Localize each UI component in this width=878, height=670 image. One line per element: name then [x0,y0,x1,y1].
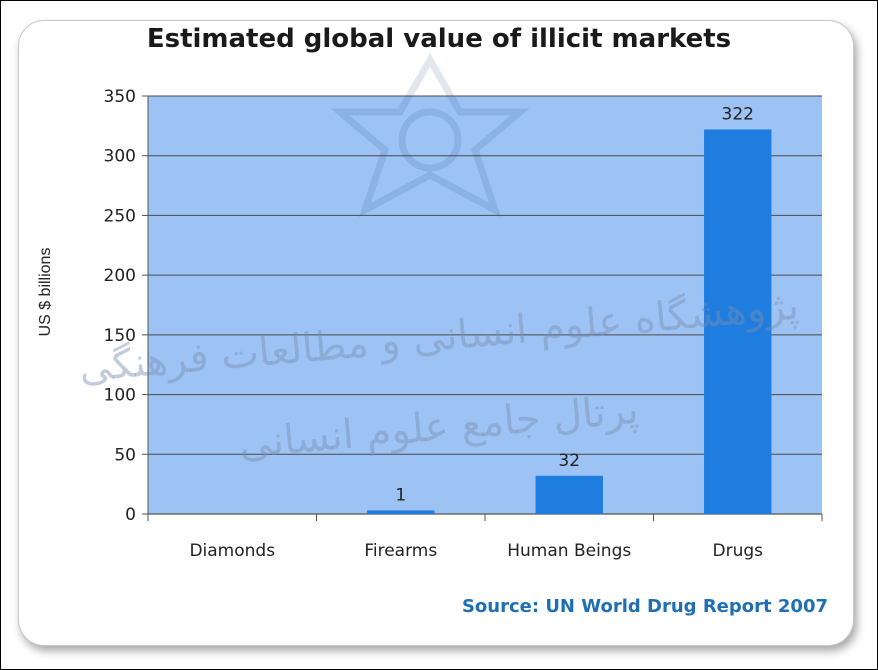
chart-title: Estimated global value of illicit market… [146,24,732,54]
y-tick-label: 350 [104,87,136,107]
x-tick-label: Firearms [364,541,437,561]
data-label: 322 [722,104,754,124]
watermark-logo [330,52,530,218]
x-tick-label: Drugs [712,541,763,561]
x-tick-label: Diamonds [189,541,275,561]
y-tick-label: 0 [125,505,136,525]
bar [704,129,772,514]
x-tick-label: Human Beings [507,541,631,561]
data-label: 32 [558,451,580,471]
source-note: Source: UN World Drug Report 2007 [461,596,828,617]
data-label: 1 [395,485,406,505]
y-tick-label: 50 [114,445,136,465]
y-tick-label: 300 [104,147,136,167]
y-tick-label: 250 [104,206,136,226]
y-tick-label: 200 [104,266,136,286]
y-tick-label: 150 [104,326,136,346]
y-tick-label: 100 [104,386,136,406]
bar [535,475,603,514]
bar [367,510,435,514]
